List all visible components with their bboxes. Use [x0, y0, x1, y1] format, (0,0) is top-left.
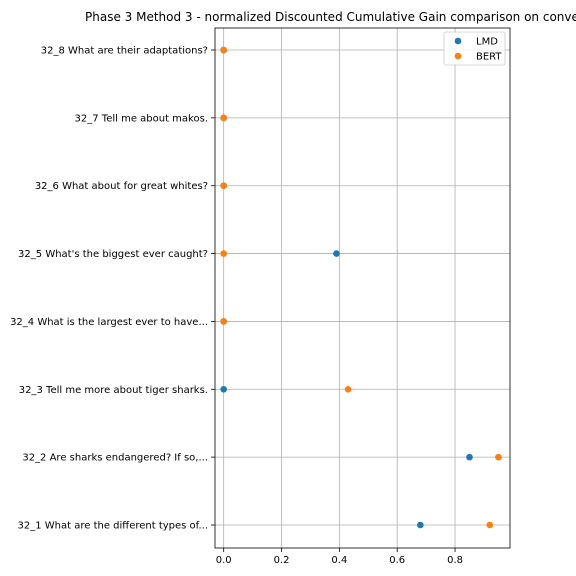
axes: 0.0 0.2 0.4 0.6 0.8 32_1 What are the differe…: [10, 27, 511, 566]
point-lmd: [417, 521, 424, 529]
point-bert: [220, 46, 227, 54]
grid: [215, 28, 510, 548]
y-tick-label: 32_7 Tell me about makos.: [75, 113, 208, 124]
point-bert: [220, 250, 227, 257]
legend-marker-lmd: [454, 37, 462, 45]
legend-label-bert: BERT: [476, 52, 502, 63]
point-lmd: [220, 385, 227, 393]
y-tick-label: 32_2 Are sharks endangered? If so,...: [22, 453, 208, 464]
legend-label-lmd: LMD: [476, 37, 498, 48]
point-bert: [220, 182, 227, 190]
y-tick-label: 32_6 What about for great whites?: [35, 181, 208, 192]
y-tick-label: 32_1 What are the different types of...: [18, 521, 208, 532]
y-tick-label: 32_5 What's the biggest ever caught?: [18, 249, 208, 260]
x-tick-label: 0.6: [389, 555, 405, 566]
legend-marker-bert: [454, 52, 462, 60]
x-tick-label: 0.0: [216, 555, 232, 566]
point-bert: [220, 114, 227, 122]
chart-title: Phase 3 Method 3 - normalized Discounted…: [85, 10, 576, 24]
point-lmd: [466, 453, 473, 461]
y-tick-label: 32_8 What are their adaptations?: [41, 46, 208, 57]
point-bert: [495, 453, 502, 461]
legend: LMD BERT: [443, 31, 506, 66]
x-tick-label: 0.8: [447, 555, 463, 566]
data-points: [220, 46, 502, 529]
point-bert: [220, 318, 227, 325]
y-tick-label: 32_3 Tell me more about tiger sharks.: [19, 385, 208, 396]
point-bert: [486, 521, 494, 529]
plot-frame: [214, 27, 511, 549]
y-tick-label: 32_4 What is the largest ever to have...: [10, 317, 208, 328]
x-tick-label: 0.4: [331, 555, 347, 566]
point-bert: [344, 385, 352, 393]
point-lmd: [333, 250, 340, 257]
x-tick-label: 0.2: [274, 555, 290, 566]
